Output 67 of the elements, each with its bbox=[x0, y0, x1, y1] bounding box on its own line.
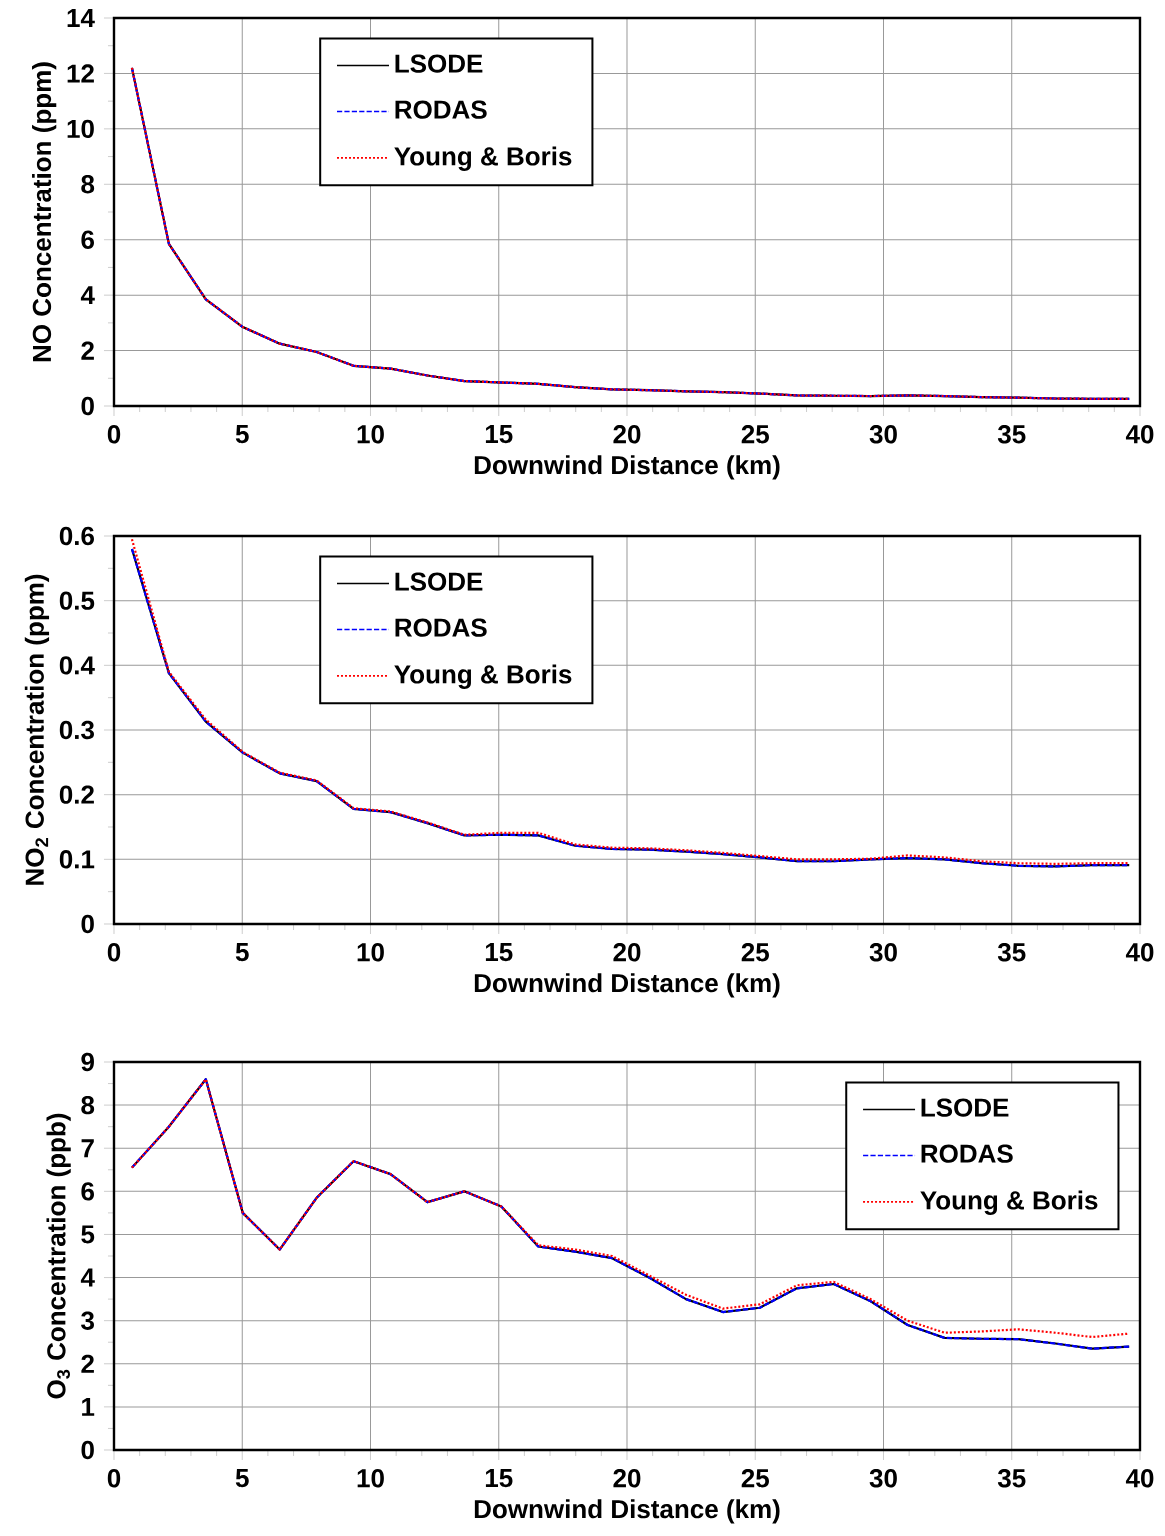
y-tick-label: 0.2 bbox=[59, 785, 94, 804]
x-tick-label: 30 bbox=[869, 943, 897, 962]
x-tick-label: 35 bbox=[997, 1469, 1026, 1488]
legend-label: Young & Boris bbox=[394, 664, 572, 689]
x-tick-label: 35 bbox=[997, 425, 1026, 444]
y-tick-label: 3 bbox=[81, 1311, 94, 1330]
y-tick-label: 8 bbox=[81, 1095, 95, 1115]
y-tick-label: 5 bbox=[81, 1225, 95, 1244]
x-tick-label: 10 bbox=[357, 943, 384, 962]
legend-label: RODAS bbox=[395, 618, 487, 637]
legend-label: LSODE bbox=[395, 54, 483, 73]
x-tick-label: 0 bbox=[107, 943, 121, 962]
x-tick-label: 0 bbox=[107, 425, 121, 444]
x-tick-label: 40 bbox=[1125, 1469, 1154, 1488]
x-axis-title: Downwind Distance (km) bbox=[474, 973, 780, 998]
y-tick-label: 0.1 bbox=[59, 850, 95, 869]
y-tick-label: 9 bbox=[81, 1052, 94, 1072]
legend-label: Young & Boris bbox=[394, 146, 572, 171]
x-tick-label: 30 bbox=[869, 1469, 897, 1488]
y-tick-label: 0 bbox=[81, 1440, 94, 1460]
x-tick-label: 5 bbox=[235, 943, 249, 962]
y-tick-label: 10 bbox=[67, 119, 94, 139]
x-tick-label: 40 bbox=[1125, 425, 1154, 444]
x-tick-label: 20 bbox=[613, 425, 641, 444]
x-tick-label: 10 bbox=[357, 425, 384, 444]
y-axis-title: NO Concentration (ppm) bbox=[32, 62, 57, 362]
x-tick-label: 35 bbox=[997, 943, 1026, 962]
y-tick-label: 6 bbox=[81, 230, 94, 249]
y-tick-label: 4 bbox=[80, 1268, 95, 1287]
x-tick-label: 25 bbox=[741, 1469, 769, 1488]
y-tick-label: 12 bbox=[67, 64, 94, 83]
y-tick-label: 8 bbox=[81, 175, 95, 194]
y-axis-title: O$_{3}$ Concentration (ppb) bbox=[46, 1113, 71, 1399]
x-tick-label: 5 bbox=[235, 425, 249, 444]
x-tick-label: 25 bbox=[741, 425, 769, 444]
legend-label: LSODE bbox=[921, 1098, 1009, 1117]
y-tick-label: 14 bbox=[67, 9, 95, 27]
x-tick-label: 15 bbox=[485, 1469, 513, 1488]
y-tick-label: 2 bbox=[81, 341, 94, 360]
y-tick-label: 2 bbox=[81, 1354, 94, 1373]
y-tick-label: 0 bbox=[81, 914, 94, 934]
legend-label: Young & Boris bbox=[920, 1190, 1098, 1215]
x-tick-label: 40 bbox=[1125, 943, 1154, 962]
x-axis-title: Downwind Distance (km) bbox=[474, 1499, 780, 1524]
y-tick-label: 0.4 bbox=[59, 656, 95, 675]
legend-label: RODAS bbox=[921, 1144, 1013, 1163]
y-tick-label: 4 bbox=[80, 286, 95, 305]
y-tick-label: 6 bbox=[81, 1182, 94, 1201]
x-tick-label: 15 bbox=[485, 943, 513, 962]
y-tick-label: 0.3 bbox=[59, 720, 94, 740]
y-tick-label: 7 bbox=[81, 1139, 94, 1158]
x-tick-label: 10 bbox=[357, 1469, 384, 1488]
y-tick-label: 0.5 bbox=[59, 591, 95, 610]
y-axis-title: NO$_{2}$ Concentration (ppm) bbox=[24, 574, 50, 885]
x-tick-label: 20 bbox=[613, 943, 641, 962]
x-axis-title: Downwind Distance (km) bbox=[474, 455, 780, 480]
x-tick-label: 0 bbox=[107, 1469, 121, 1488]
y-tick-label: 0 bbox=[81, 396, 94, 416]
x-tick-label: 25 bbox=[741, 943, 769, 962]
legend-label: RODAS bbox=[395, 100, 487, 119]
y-tick-label: 1 bbox=[82, 1397, 95, 1416]
x-tick-label: 5 bbox=[235, 1469, 249, 1488]
x-tick-label: 15 bbox=[485, 425, 513, 444]
x-tick-label: 30 bbox=[869, 425, 897, 444]
y-tick-label: 0.6 bbox=[59, 526, 94, 546]
legend-label: LSODE bbox=[395, 572, 483, 591]
x-tick-label: 20 bbox=[613, 1469, 641, 1488]
